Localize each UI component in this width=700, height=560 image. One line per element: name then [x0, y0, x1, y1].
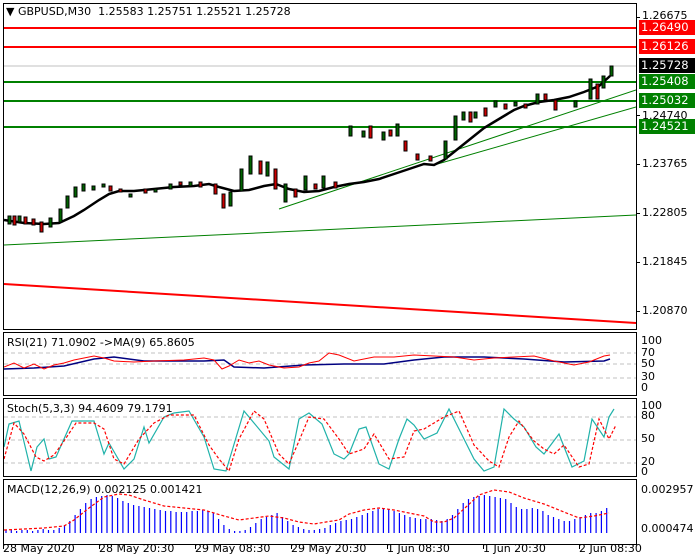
candles: [7, 65, 614, 233]
stoch-level-label: 20: [641, 455, 655, 468]
stoch-level-label: 100: [641, 399, 662, 412]
price-label-current: 1.25728: [639, 58, 695, 73]
rsi-level-label: 100: [641, 334, 662, 347]
time-label: 29 May 20:30: [291, 542, 367, 555]
stoch-title: Stoch(5,3,3) 94.4609 79.1791: [7, 402, 173, 415]
rsi-level-label: 0: [641, 381, 648, 394]
time-label: 1 Jun 20:30: [483, 542, 546, 555]
price-tick: 1.26675: [642, 9, 688, 22]
price-tick: 1.21845: [642, 255, 688, 268]
macd-title: MACD(12,26,9) 0.002125 0.001421: [7, 483, 203, 496]
price-tick: 1.22805: [642, 206, 688, 219]
time-label: 28 May 20:30: [99, 542, 175, 555]
main-chart-panel[interactable]: ▼ GBPUSD,M30 1.25583 1.25751 1.25521 1.2…: [3, 3, 637, 330]
symbol-timeframe: GBPUSD,M30: [17, 5, 92, 18]
stoch-panel[interactable]: Stoch(5,3,3) 94.4609 79.1791: [3, 398, 637, 477]
chart-header: ▼ GBPUSD,M30 1.25583 1.25751 1.25521 1.2…: [6, 5, 291, 18]
price-label-resistance-1: 1.26490: [639, 20, 695, 35]
collapse-triangle-icon[interactable]: ▼: [6, 5, 15, 18]
price-label-support-2: 1.25032: [639, 93, 695, 108]
macd-level-label: 0.000474: [641, 522, 694, 535]
rsi-level-label: 30: [641, 370, 655, 383]
time-label: 2 Jun 08:30: [579, 542, 642, 555]
rsi-panel[interactable]: RSI(21) 71.0902 ->MA(9) 65.8605: [3, 332, 637, 396]
ohlc-open: 1.25583: [98, 5, 144, 18]
stoch-level-label: 80: [641, 409, 655, 422]
rsi-level-label: 50: [641, 357, 655, 370]
ohlc-close: 1.25728: [245, 5, 291, 18]
macd-canvas: [4, 489, 610, 533]
rsi-title: RSI(21) 71.0902 ->MA(9) 65.8605: [7, 336, 195, 349]
ohlc-low: 1.25521: [196, 5, 242, 18]
stoch-canvas: [4, 407, 636, 473]
ohlc-high: 1.25751: [147, 5, 193, 18]
price-label-support-1: 1.25408: [639, 74, 695, 89]
price-tick: 1.24740: [642, 109, 688, 122]
macd-panel[interactable]: MACD(12,26,9) 0.002125 0.001421: [3, 479, 637, 545]
time-label: 28 May 2020: [3, 542, 75, 555]
stoch-level-label: 0: [641, 465, 648, 478]
price-chart-canvas: [4, 27, 636, 324]
time-label: 1 Jun 08:30: [387, 542, 450, 555]
macd-level-label: 0.002957: [641, 483, 694, 496]
price-label-resistance-2: 1.26126: [639, 39, 695, 54]
price-label-support-3: 1.24521: [639, 119, 695, 134]
stoch-level-label: 50: [641, 432, 655, 445]
time-label: 29 May 08:30: [195, 542, 271, 555]
rsi-canvas: [4, 352, 636, 379]
rsi-level-label: 70: [641, 346, 655, 359]
price-tick: 1.23765: [642, 157, 688, 170]
price-tick: 1.20870: [642, 304, 688, 317]
